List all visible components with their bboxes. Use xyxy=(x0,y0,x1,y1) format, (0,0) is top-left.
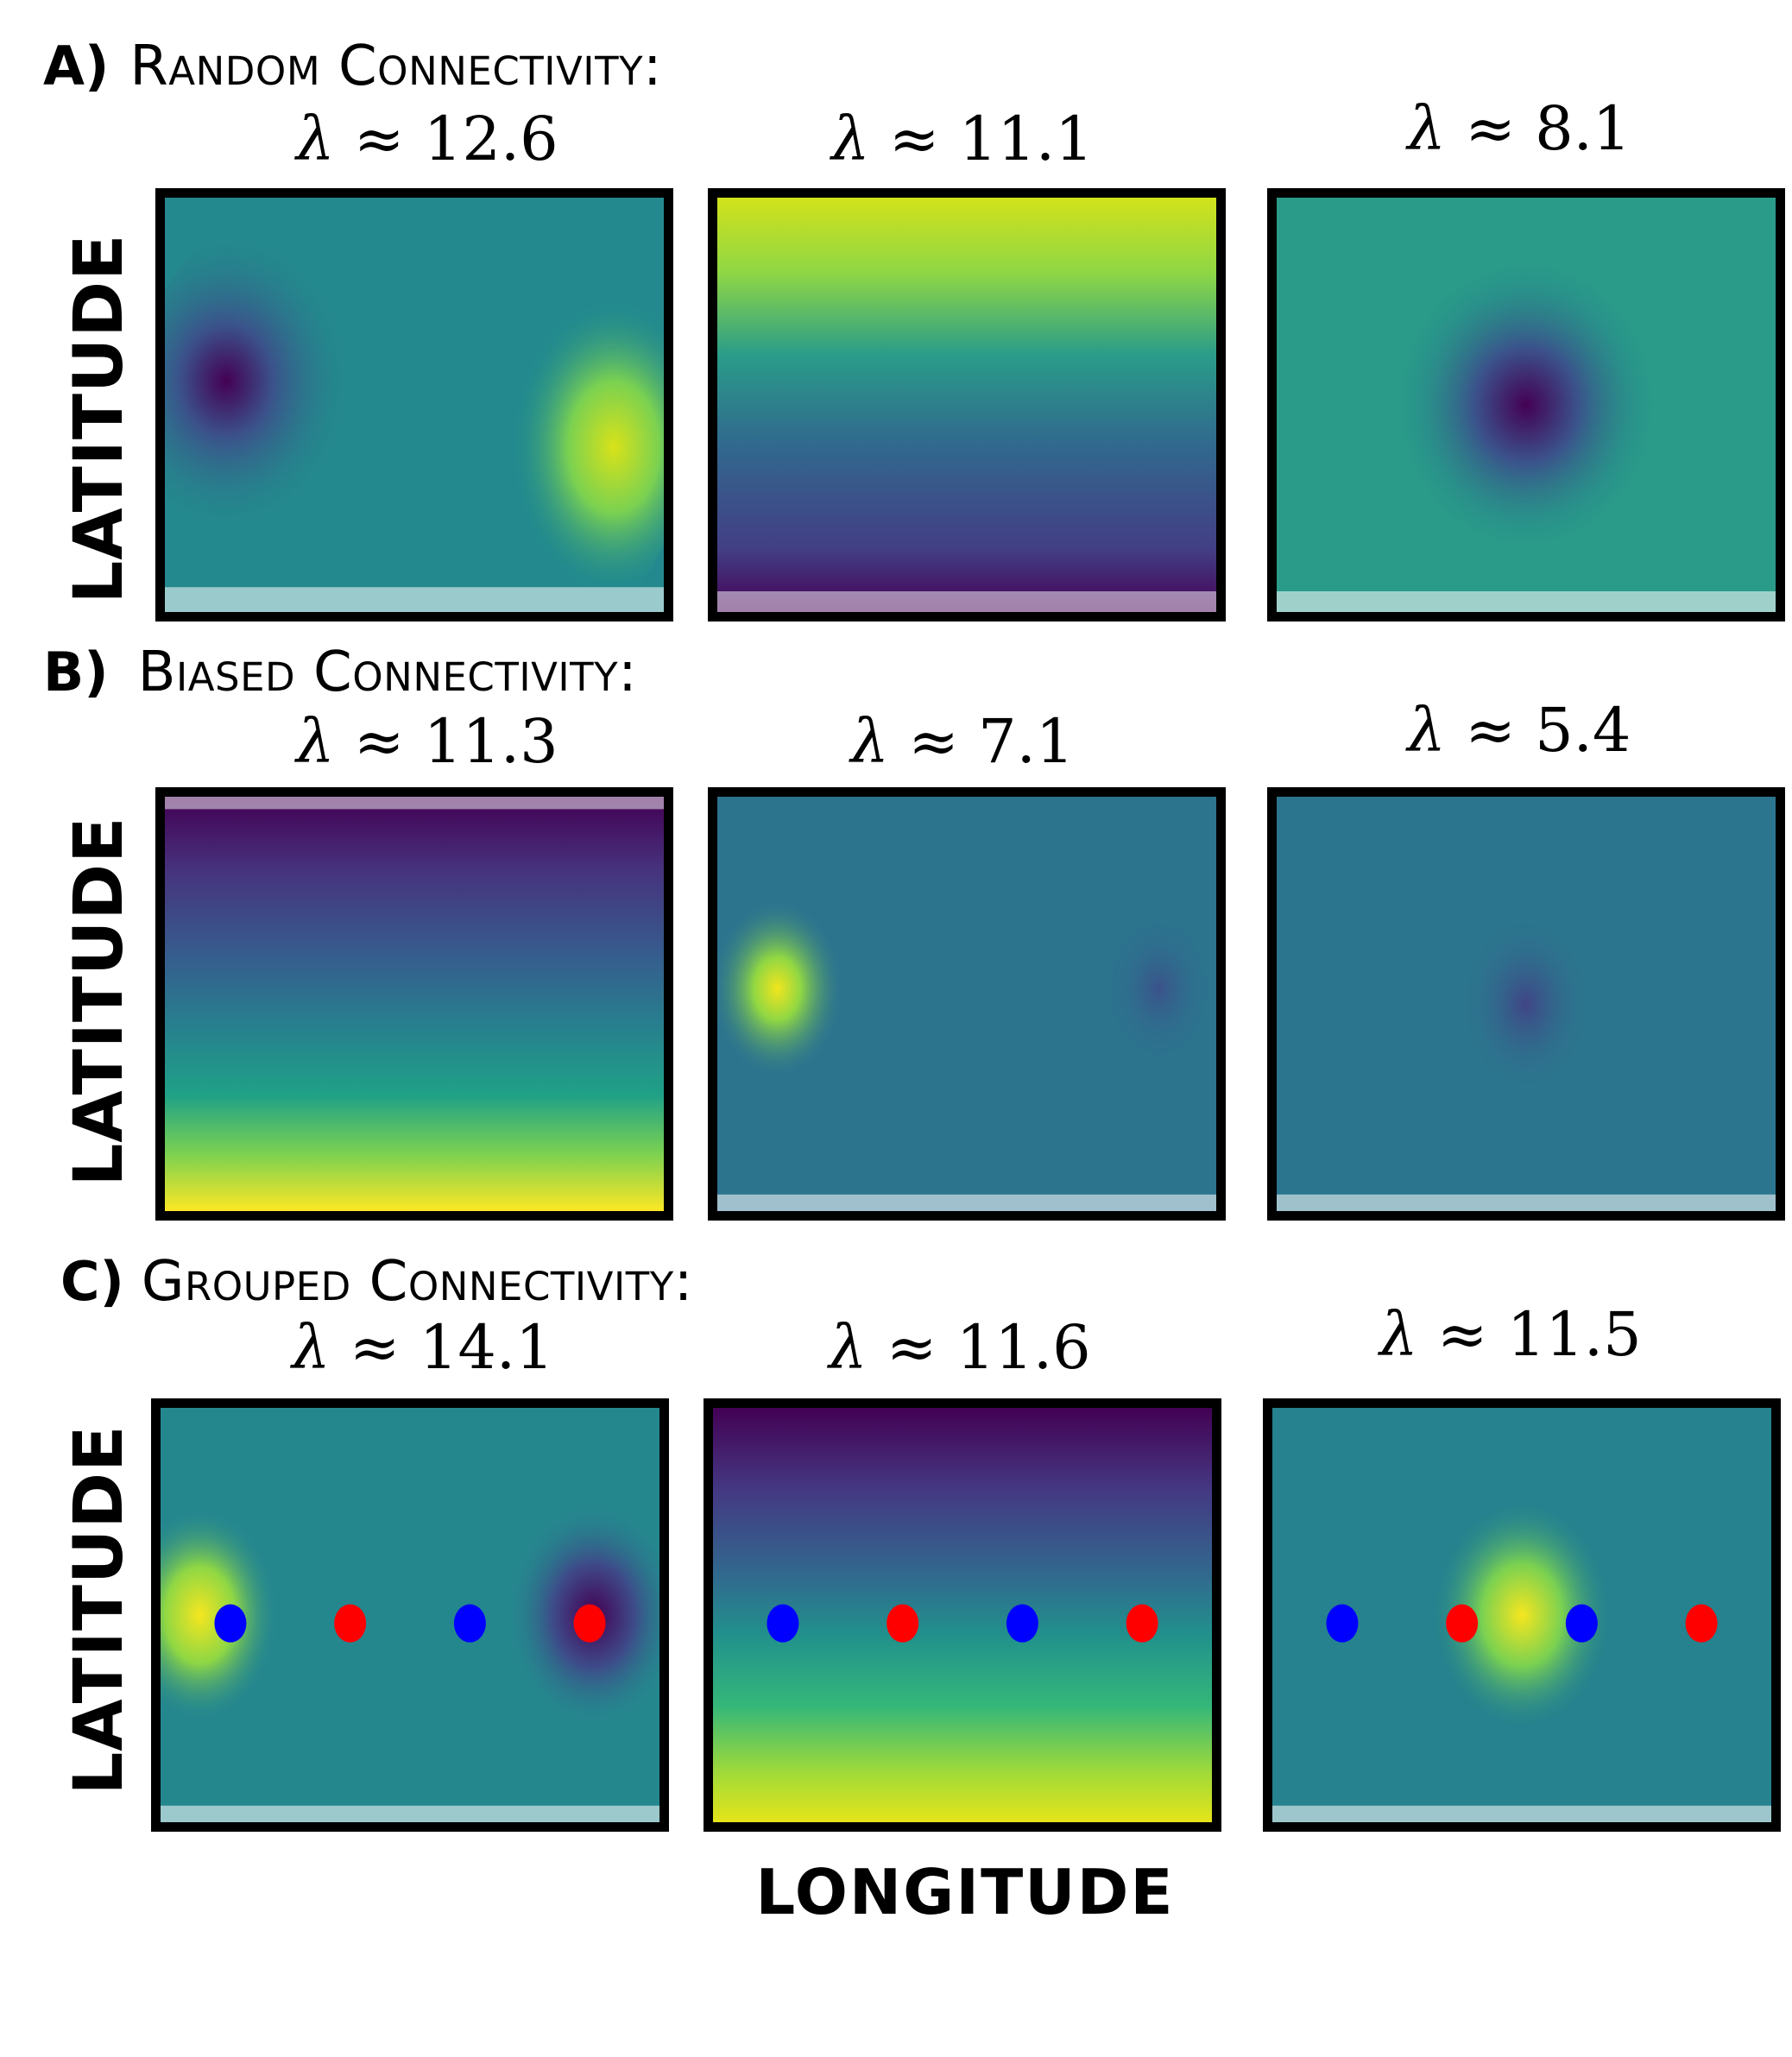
row-a-letter: A) xyxy=(43,35,110,98)
red-marker xyxy=(573,1604,606,1643)
row-b-heading: B) Biased Connectivity: xyxy=(43,640,637,704)
row-a-heading: A) Random Connectivity: xyxy=(43,35,662,98)
blue-marker xyxy=(1326,1604,1359,1643)
panel-b2 xyxy=(708,787,1226,1221)
panel-a2 xyxy=(708,188,1226,622)
red-marker xyxy=(1685,1604,1718,1643)
row-c-letter: C) xyxy=(60,1250,124,1313)
red-marker xyxy=(334,1604,367,1643)
panel-a3 xyxy=(1267,188,1785,622)
longitude-label: LONGITUDE xyxy=(755,1856,1175,1928)
latitude-label-a: LATITUDE xyxy=(60,233,138,604)
blue-marker xyxy=(453,1604,486,1643)
blue-marker xyxy=(767,1604,799,1643)
latitude-label-c: LATITUDE xyxy=(60,1424,138,1795)
panel-c3 xyxy=(1263,1398,1781,1832)
lambda-c3: λ ≈ 11.5 xyxy=(1379,1299,1642,1370)
panel-a1 xyxy=(155,188,673,622)
panel-b1 xyxy=(155,787,673,1221)
lambda-a1: λ ≈ 12.6 xyxy=(296,104,558,174)
panel-b3 xyxy=(1267,787,1785,1221)
panel-c1 xyxy=(151,1398,669,1832)
lambda-a3: λ ≈ 8.1 xyxy=(1407,93,1631,164)
blue-marker xyxy=(214,1604,247,1643)
lambda-b2: λ ≈ 7.1 xyxy=(850,706,1075,777)
row-c-title: Grouped Connectivity: xyxy=(141,1250,693,1314)
red-marker xyxy=(887,1604,919,1643)
row-c-heading: C) Grouped Connectivity: xyxy=(60,1250,693,1314)
lambda-a2: λ ≈ 11.1 xyxy=(831,104,1094,174)
lambda-c2: λ ≈ 11.6 xyxy=(829,1312,1091,1383)
lambda-c1: λ ≈ 14.1 xyxy=(292,1312,554,1383)
lambda-b3: λ ≈ 5.4 xyxy=(1407,695,1631,766)
blue-marker xyxy=(1006,1604,1038,1643)
lambda-b1: λ ≈ 11.3 xyxy=(296,706,558,777)
red-marker xyxy=(1126,1604,1158,1643)
row-b-title: Biased Connectivity: xyxy=(137,640,638,704)
panel-c2 xyxy=(704,1398,1221,1832)
blue-marker xyxy=(1565,1604,1598,1643)
row-a-title: Random Connectivity: xyxy=(129,35,663,98)
row-b-letter: B) xyxy=(43,640,109,704)
red-marker xyxy=(1446,1604,1479,1643)
latitude-label-b: LATITUDE xyxy=(60,816,138,1187)
